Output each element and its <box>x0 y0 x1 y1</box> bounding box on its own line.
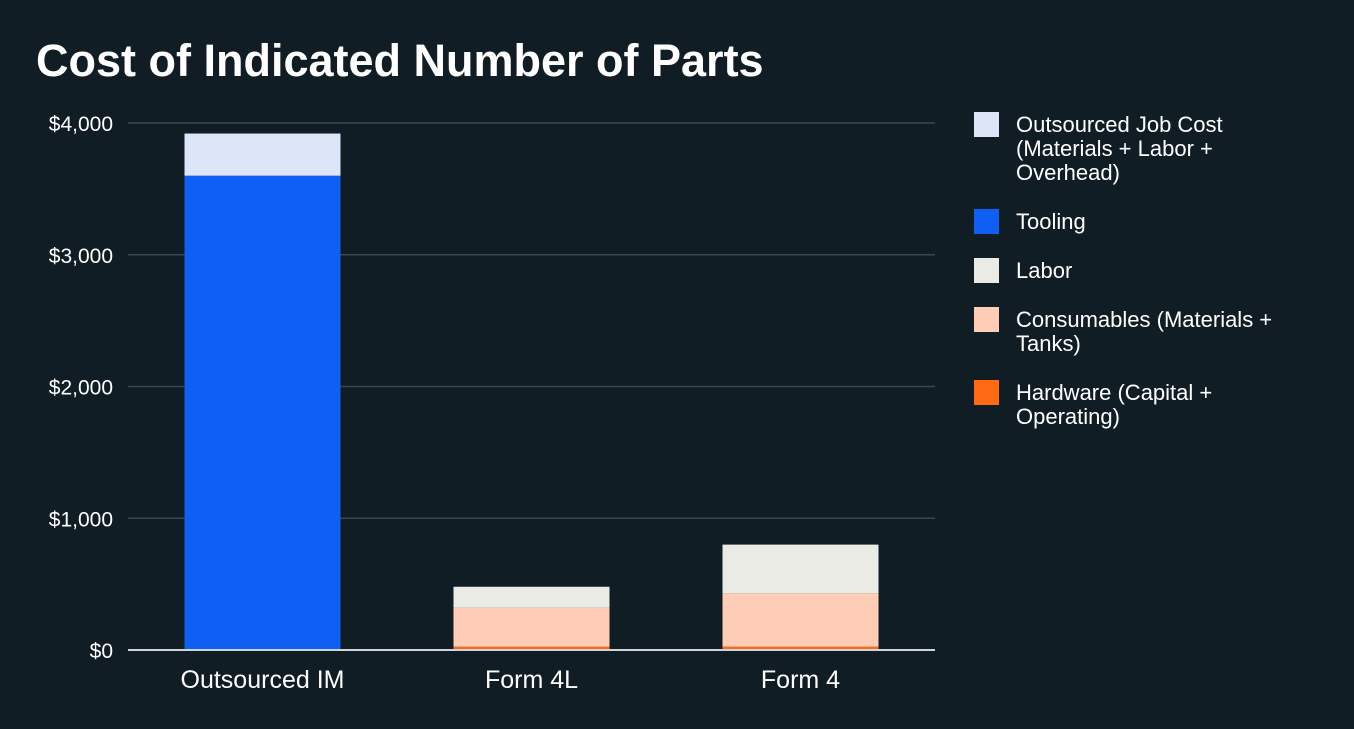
bar-segment <box>722 593 879 647</box>
y-tick-label: $2,000 <box>49 377 113 400</box>
y-tick-label: $1,000 <box>49 508 113 531</box>
legend-item: Labor <box>974 258 1072 283</box>
x-axis-categories: Outsourced IM Form 4L Form 4 <box>181 666 841 694</box>
bar-segment <box>184 175 341 650</box>
y-axis-ticks: $0 $1,000 $2,000 $3,000 $4,000 <box>49 113 113 663</box>
legend-swatch <box>974 209 999 234</box>
legend-label: Tooling <box>1016 209 1086 234</box>
x-category-label: Outsourced IM <box>181 666 345 694</box>
legend-item: Outsourced Job Cost (Materials + Labor + O… <box>974 112 1223 185</box>
legend-label: Consumables (Materials + Tanks) <box>1016 307 1272 356</box>
legend-swatch <box>974 112 999 137</box>
y-tick-label: $3,000 <box>49 245 113 268</box>
bars <box>184 133 879 650</box>
legend-label: Hardware (Capital + Operating) <box>1016 380 1212 429</box>
legend-swatch <box>974 258 999 283</box>
legend-swatch <box>974 307 999 332</box>
legend-item: Consumables (Materials + Tanks) <box>974 307 1272 356</box>
bar-segment <box>722 646 879 650</box>
legend-item: Tooling <box>974 209 1086 234</box>
bar-segment <box>722 544 879 594</box>
x-category-label: Form 4L <box>485 666 578 694</box>
bar-segment <box>453 586 610 608</box>
legend-item: Hardware (Capital + Operating) <box>974 380 1212 429</box>
legend: Outsourced Job Cost (Materials + Labor + O… <box>974 112 1272 429</box>
chart-title: Cost of Indicated Number of Parts <box>36 35 764 86</box>
bar-segment <box>453 646 610 650</box>
legend-label: Outsourced Job Cost (Materials + Labor + O… <box>1016 112 1223 185</box>
bar-segment <box>453 607 610 647</box>
legend-swatch <box>974 380 999 405</box>
legend-label: Labor <box>1016 258 1072 283</box>
x-category-label: Form 4 <box>761 666 840 694</box>
y-tick-label: $0 <box>90 640 113 663</box>
bar-segment <box>184 133 341 176</box>
y-tick-label: $4,000 <box>49 113 113 136</box>
